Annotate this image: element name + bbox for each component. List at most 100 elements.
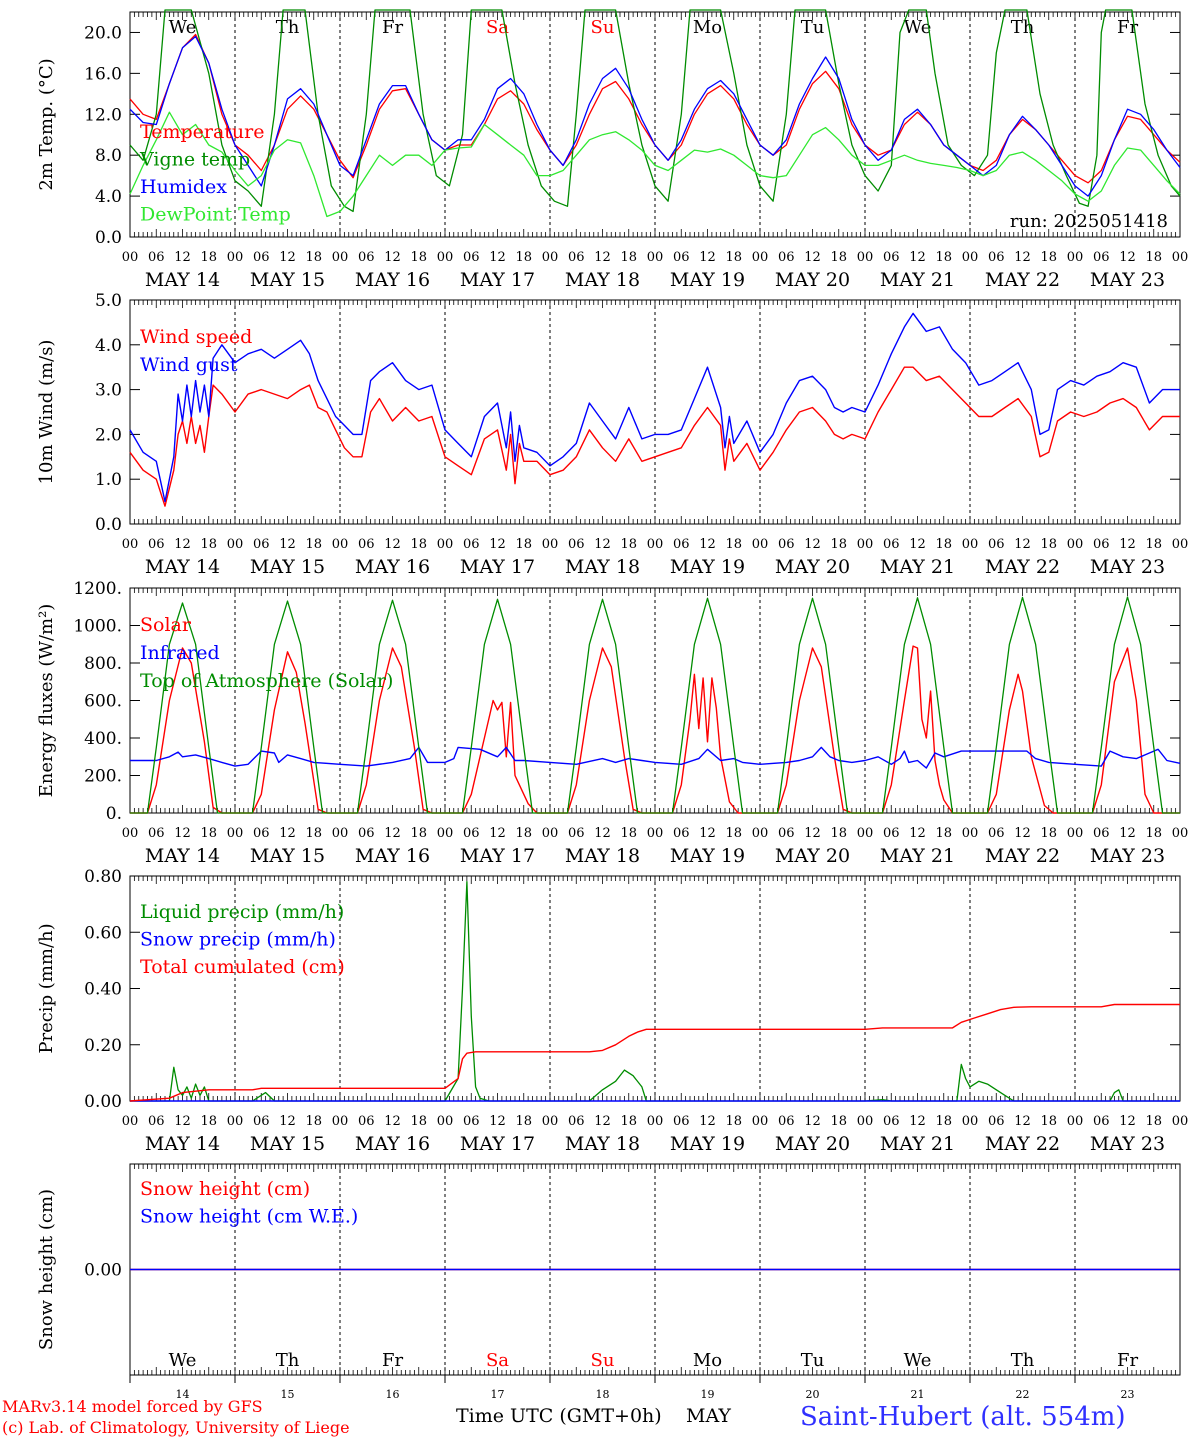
hour-tick-label: 06 bbox=[568, 1114, 585, 1129]
hour-tick-label: 12 bbox=[594, 537, 611, 552]
date-label: MAY 23 bbox=[1090, 845, 1165, 867]
series-line-total-cumulated-cm- bbox=[129, 1003, 1180, 1102]
hour-tick-label: 06 bbox=[883, 1114, 900, 1129]
hour-tick-label: 18 bbox=[725, 250, 742, 265]
station-title: Saint-Hubert (alt. 554m) bbox=[800, 1402, 1126, 1432]
date-label: MAY 20 bbox=[775, 556, 850, 578]
legend-entry: Snow height (cm W.E.) bbox=[140, 1206, 358, 1228]
weekday-label: Su bbox=[591, 1350, 615, 1371]
day-number-label: 14 bbox=[176, 1388, 190, 1401]
hour-tick-label: 00 bbox=[1172, 250, 1189, 265]
hour-tick-label: 06 bbox=[253, 537, 270, 552]
hour-tick-label: 12 bbox=[279, 537, 296, 552]
hour-tick-label: 00 bbox=[227, 1114, 244, 1129]
series-line-infrared bbox=[130, 746, 1181, 769]
hour-tick-label: 18 bbox=[1145, 826, 1162, 841]
hour-tick-label: 12 bbox=[1119, 537, 1136, 552]
hour-tick-label: 00 bbox=[437, 826, 454, 841]
hour-tick-label: 18 bbox=[830, 250, 847, 265]
hour-tick-label: 06 bbox=[253, 826, 270, 841]
hour-tick-label: 06 bbox=[883, 537, 900, 552]
weekday-label: We bbox=[904, 17, 932, 38]
day-number-label: 20 bbox=[806, 1388, 820, 1401]
date-label: MAY 18 bbox=[565, 1133, 640, 1155]
date-label: MAY 17 bbox=[460, 556, 535, 578]
hour-tick-label: 06 bbox=[673, 826, 690, 841]
date-label: MAY 16 bbox=[355, 845, 430, 867]
hour-tick-label: 00 bbox=[437, 537, 454, 552]
hour-tick-label: 06 bbox=[568, 250, 585, 265]
hour-tick-label: 00 bbox=[752, 826, 769, 841]
hour-tick-label: 00 bbox=[332, 537, 349, 552]
hour-tick-label: 12 bbox=[909, 250, 926, 265]
hour-tick-label: 18 bbox=[1145, 250, 1162, 265]
hour-tick-label: 00 bbox=[752, 250, 769, 265]
hour-tick-label: 06 bbox=[463, 826, 480, 841]
y-tick-label: 0.00 bbox=[84, 1092, 122, 1112]
hour-tick-label: 06 bbox=[1093, 826, 1110, 841]
hour-tick-label: 00 bbox=[647, 250, 664, 265]
date-label: MAY 20 bbox=[775, 845, 850, 867]
hour-tick-label: 18 bbox=[725, 1114, 742, 1129]
hour-tick-label: 00 bbox=[647, 537, 664, 552]
hour-tick-label: 12 bbox=[804, 826, 821, 841]
y-tick-label: 400. bbox=[84, 729, 122, 749]
lab-credit: (c) Lab. of Climatology, University of L… bbox=[2, 1418, 350, 1437]
hour-tick-label: 18 bbox=[1040, 250, 1057, 265]
day-number-label: 15 bbox=[281, 1388, 295, 1401]
hour-tick-label: 18 bbox=[1040, 537, 1057, 552]
date-label: MAY 16 bbox=[355, 556, 430, 578]
weekday-label: Fr bbox=[382, 17, 403, 38]
y-tick-label: 0.80 bbox=[84, 867, 122, 887]
date-label: MAY 23 bbox=[1090, 556, 1165, 578]
date-label: MAY 15 bbox=[250, 845, 325, 867]
hour-tick-label: 12 bbox=[1119, 250, 1136, 265]
y-tick-label: 1000. bbox=[73, 617, 122, 637]
weekday-label: Su bbox=[591, 17, 615, 38]
hour-tick-label: 12 bbox=[804, 250, 821, 265]
y-axis-label: 10m Wind (m/s) bbox=[36, 340, 57, 485]
legend-entry: Humidex bbox=[140, 176, 227, 198]
date-label: MAY 22 bbox=[985, 845, 1060, 867]
weekday-label: We bbox=[169, 1350, 197, 1371]
date-label: MAY 21 bbox=[880, 556, 955, 578]
legend-entry: Snow height (cm) bbox=[140, 1178, 310, 1200]
hour-tick-label: 00 bbox=[962, 826, 979, 841]
weekday-label: Sa bbox=[486, 1350, 509, 1371]
date-label: MAY 18 bbox=[565, 845, 640, 867]
hour-tick-label: 18 bbox=[725, 826, 742, 841]
date-label: MAY 15 bbox=[250, 1133, 325, 1155]
hour-tick-label: 18 bbox=[830, 537, 847, 552]
hour-tick-label: 06 bbox=[673, 250, 690, 265]
hour-tick-label: 12 bbox=[1119, 826, 1136, 841]
legend-entry: DewPoint Temp bbox=[140, 204, 291, 226]
hour-tick-label: 06 bbox=[253, 250, 270, 265]
hour-tick-label: 00 bbox=[1067, 250, 1084, 265]
hour-tick-label: 00 bbox=[962, 250, 979, 265]
weekday-label: Mo bbox=[693, 17, 722, 38]
hour-tick-label: 12 bbox=[1014, 537, 1031, 552]
hour-tick-label: 18 bbox=[200, 1114, 217, 1129]
hour-tick-label: 12 bbox=[1014, 250, 1031, 265]
day-number-label: 23 bbox=[1121, 1388, 1135, 1401]
day-number-label: 22 bbox=[1016, 1388, 1030, 1401]
hour-tick-label: 18 bbox=[305, 1114, 322, 1129]
hour-tick-label: 06 bbox=[148, 1114, 165, 1129]
hour-tick-label: 00 bbox=[332, 826, 349, 841]
date-label: MAY 21 bbox=[880, 269, 955, 291]
date-label: MAY 15 bbox=[250, 269, 325, 291]
hour-tick-label: 12 bbox=[384, 537, 401, 552]
hour-tick-label: 12 bbox=[489, 826, 506, 841]
y-axis-label: Precip (mm/h) bbox=[36, 923, 57, 1053]
hour-tick-label: 18 bbox=[935, 826, 952, 841]
date-label: MAY 22 bbox=[985, 1133, 1060, 1155]
weekday-label: Th bbox=[276, 17, 300, 38]
legend-entry: Snow precip (mm/h) bbox=[140, 929, 336, 951]
hour-tick-label: 00 bbox=[227, 250, 244, 265]
hour-tick-label: 12 bbox=[699, 537, 716, 552]
hour-tick-label: 00 bbox=[857, 250, 874, 265]
hour-tick-label: 06 bbox=[463, 250, 480, 265]
y-tick-label: 200. bbox=[84, 767, 122, 787]
y-tick-label: 0.0 bbox=[95, 515, 122, 535]
hour-tick-label: 06 bbox=[463, 537, 480, 552]
